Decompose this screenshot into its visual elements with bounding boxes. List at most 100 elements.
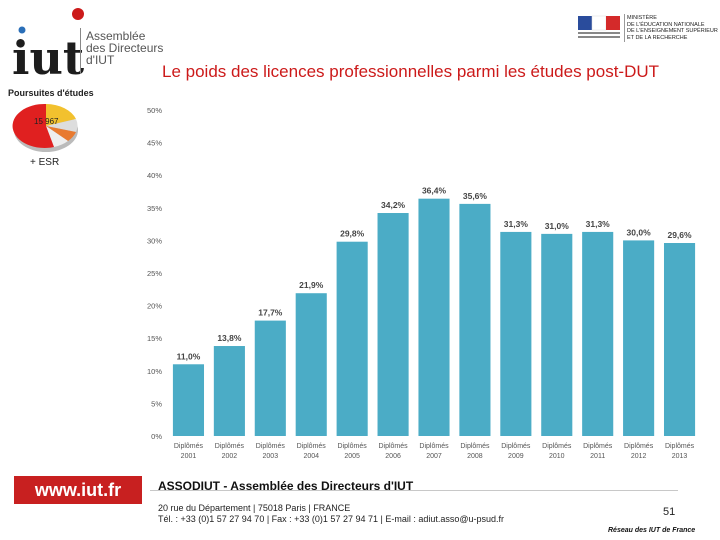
data-label: 36,4% — [422, 186, 447, 196]
ministry-line-3: DE L'ENSEIGNEMENT SUPÉRIEUR — [627, 28, 718, 34]
bars: 11,0% 13,8% 17,7% 21,9% 29,8% 34,2% 36,4% 35,6%… — [172, 186, 696, 436]
address-line-2: Tél. : +33 (0)1 57 27 94 70 | Fax : +33 … — [158, 514, 505, 524]
logo-dot-blue — [18, 26, 26, 34]
x-tick-label: Diplômés — [297, 443, 327, 450]
ministry-line-1: MINISTÈRE — [627, 15, 657, 21]
bar-2012 — [623, 240, 655, 436]
x-tick-year: 2011 — [590, 453, 605, 460]
data-label: 29,6% — [667, 230, 692, 240]
x-axis: Diplômés 2001 Diplômés 2002 Diplômés 2003 Dipl… — [174, 443, 695, 460]
x-tick-year: 2002 — [222, 453, 238, 460]
pie-slice-red — [12, 103, 54, 148]
bar-2011 — [582, 231, 614, 436]
data-label: 31,0% — [545, 221, 570, 231]
y-tick-label: 0% — [151, 432, 162, 441]
y-tick-label: 45% — [147, 139, 162, 148]
x-tick-year: 2004 — [303, 453, 319, 460]
bar-2006 — [377, 213, 409, 436]
x-tick-label: Diplômés — [378, 443, 408, 450]
address-block: 20 rue du Département | 75018 Paris | FR… — [158, 503, 504, 525]
iut-logo[interactable]: iut — [8, 4, 178, 84]
flag-blue — [578, 16, 592, 30]
url-banner[interactable] — [14, 476, 142, 504]
x-tick-label: Diplômés — [215, 443, 245, 450]
bar-2002 — [213, 346, 245, 436]
x-tick-year: 2008 — [467, 453, 483, 460]
x-tick-label: Diplômés — [174, 443, 204, 450]
pie-slice-yellow — [46, 104, 76, 126]
bar-2009 — [500, 231, 532, 436]
x-tick-label: Diplômés — [542, 443, 572, 450]
address-line-1: 20 rue du Département | 75018 Paris | FR… — [158, 503, 351, 513]
bar-chart: 0% 5% 10% 15% 20% 25% 30% 35% 40% 45% 50% 11,0% 13,… — [147, 106, 696, 460]
bar-2008 — [459, 203, 491, 436]
data-label: 30,0% — [627, 227, 652, 237]
ministry-line-4: ET DE LA RECHERCHE — [627, 34, 688, 41]
x-tick-year: 2010 — [549, 453, 565, 460]
ministry-line-2: DE L'ÉDUCATION NATIONALE — [627, 21, 705, 28]
network-signature: Réseau des IUT de France — [608, 527, 696, 534]
association-name: ASSODIUT - Assemblée des Directeurs d'IU… — [158, 479, 414, 493]
inset-pie-chart — [12, 103, 78, 152]
ministry-rule-2 — [578, 36, 620, 38]
ministry-rule-1 — [578, 32, 620, 34]
ministry-divider — [624, 14, 625, 42]
x-tick-label: Diplômés — [460, 443, 490, 450]
x-tick-year: 2012 — [631, 453, 647, 460]
logo-divider — [80, 28, 81, 74]
x-tick-year: 2007 — [426, 453, 442, 460]
y-tick-label: 35% — [147, 204, 162, 213]
y-tick-label: 40% — [147, 171, 162, 180]
page-title: Le poids des licences professionnelles p… — [162, 62, 660, 81]
x-tick-year: 2006 — [385, 453, 401, 460]
bar-2013 — [663, 243, 696, 436]
logo-letters: iut — [12, 31, 85, 84]
x-tick-label: Diplômés — [624, 443, 654, 450]
x-tick-year: 2001 — [181, 453, 197, 460]
bar-2007 — [418, 198, 450, 436]
footer-divider — [150, 490, 678, 491]
x-tick-label: Diplômés — [338, 443, 368, 450]
data-label: 34,2% — [381, 200, 406, 210]
x-tick-label: Diplômés — [419, 443, 449, 450]
x-tick-year: 2005 — [344, 453, 360, 460]
y-tick-label: 25% — [147, 269, 162, 278]
x-tick-year: 2003 — [263, 453, 279, 460]
x-tick-year: 2013 — [672, 453, 688, 460]
pie-slice-grey — [46, 119, 78, 132]
data-label: 35,6% — [463, 191, 488, 201]
bar-2010 — [541, 233, 573, 436]
logo-dot-red — [72, 8, 84, 20]
data-label: 13,8% — [217, 333, 242, 343]
y-tick-label: 50% — [147, 106, 162, 115]
x-tick-label: Diplômés — [501, 443, 531, 450]
site-url-link[interactable]: www.iut.fr — [34, 480, 122, 500]
inset-value: 15 967 — [34, 117, 59, 126]
pie-slice-light — [46, 126, 68, 147]
bar-2003 — [254, 320, 286, 436]
data-label: 31,3% — [586, 219, 611, 229]
y-tick-label: 5% — [151, 399, 162, 408]
inset-label: Poursuites d'études — [8, 88, 94, 98]
x-tick-year: 2009 — [508, 453, 524, 460]
bar-2004 — [295, 293, 327, 436]
data-label: 31,3% — [504, 219, 529, 229]
y-tick-label: 10% — [147, 367, 162, 376]
logo-line-2: des Directeurs — [86, 41, 164, 55]
logo-line-1: Assemblée — [86, 29, 146, 43]
data-label: 21,9% — [299, 280, 324, 290]
x-tick-label: Diplômés — [665, 443, 695, 450]
data-label: 11,0% — [177, 351, 201, 361]
logo-line-3: d'IUT — [86, 53, 115, 67]
inset-caption: + ESR — [30, 157, 60, 168]
y-axis: 0% 5% 10% 15% 20% 25% 30% 35% 40% 45% 50% — [147, 106, 162, 441]
x-tick-label: Diplômés — [583, 443, 613, 450]
data-label: 17,7% — [258, 308, 283, 318]
ministry-text: MINISTÈRE DE L'ÉDUCATION NATIONALE DE L'… — [627, 15, 718, 41]
pie-slice-orange — [46, 126, 76, 141]
data-label: 29,8% — [340, 229, 365, 239]
bar-2005 — [336, 241, 368, 436]
x-tick-label: Diplômés — [256, 443, 286, 450]
y-tick-label: 30% — [147, 236, 162, 245]
flag-white — [591, 15, 607, 31]
